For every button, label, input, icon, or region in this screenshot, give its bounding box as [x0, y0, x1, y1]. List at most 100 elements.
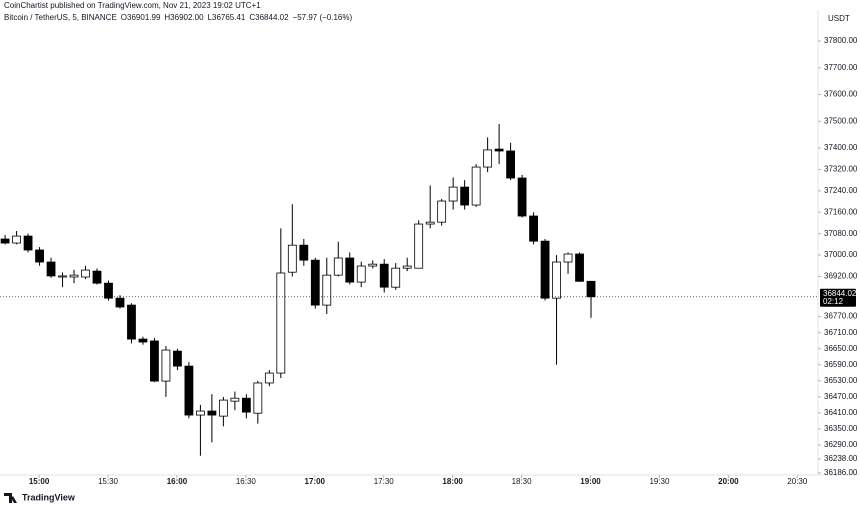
y-tick-label: 36470.00: [824, 392, 858, 401]
candle-body: [310, 259, 320, 306]
ohlc-value: L36765.41: [208, 13, 246, 22]
candle-body: [230, 397, 240, 402]
symbol: Bitcoin / TetherUS, 5, BINANCE: [4, 13, 117, 22]
candle-body: [196, 410, 205, 416]
candle-body: [138, 338, 148, 343]
candle-body: [253, 382, 263, 414]
x-tick-label: 17:00: [305, 477, 326, 486]
y-tick-label: 36186.00: [824, 468, 858, 477]
candle-body: [575, 253, 584, 282]
x-tick-label: 15:30: [98, 477, 119, 486]
candle-body: [104, 282, 113, 299]
candle-body: [414, 223, 424, 269]
candle-body: [81, 269, 90, 278]
candle-body: [218, 399, 228, 417]
y-tick-label: 36238.00: [824, 454, 858, 463]
y-tick-label: 37000.00: [824, 250, 858, 259]
brand-logo[interactable]: [4, 493, 17, 503]
y-tick-label: 37500.00: [824, 116, 858, 125]
candle-body: [276, 272, 286, 374]
candle-body: [184, 365, 194, 416]
x-tick-label: 20:30: [787, 477, 808, 486]
candle-body: [506, 150, 516, 179]
candle-body: [241, 397, 251, 413]
last-price-label: 36844.02: [823, 289, 857, 298]
x-tick-label: 20:00: [718, 477, 739, 486]
candle-body: [529, 215, 538, 242]
candle-body: [437, 200, 447, 223]
candle-body: [425, 221, 435, 225]
y-tick-label: 36650.00: [824, 344, 858, 353]
candle-body: [92, 270, 102, 284]
candle-body: [471, 166, 481, 206]
publisher-note: CoinChartist published on TradingView.co…: [4, 1, 261, 10]
y-tick-label: 36290.00: [824, 440, 858, 449]
candle-body: [552, 261, 561, 299]
y-tick-label: 37400.00: [824, 143, 858, 152]
x-tick-label: 16:00: [167, 477, 188, 486]
y-tick-label: 36410.00: [824, 408, 858, 417]
ohlc-value: −57.97 (−0.16%): [293, 13, 353, 22]
candle-body: [379, 263, 389, 288]
y-tick-label: 36590.00: [824, 360, 858, 369]
candle-body: [161, 349, 171, 382]
candle-body: [150, 340, 159, 382]
x-tick-label: 17:30: [374, 477, 395, 486]
x-tick-label: 18:30: [512, 477, 533, 486]
brand[interactable]: TradingView: [4, 492, 76, 503]
y-tick-label: 37160.00: [824, 207, 858, 216]
x-tick-label: 18:00: [442, 477, 463, 486]
symbol-line: Bitcoin / TetherUS, 5, BINANCE O36901.99 H…: [4, 13, 352, 22]
candle-body: [448, 186, 458, 202]
ohlc-value: C36844.02: [249, 13, 289, 22]
symbol-header: Bitcoin / TetherUS, 5, BINANCE O36901.99 H…: [4, 13, 352, 22]
x-tick-label: 19:30: [649, 477, 670, 486]
candle-body: [127, 304, 136, 340]
y-tick-label: 37700.00: [824, 63, 858, 72]
candle-body: [460, 186, 470, 206]
y-tick-label: 37800.00: [824, 36, 858, 45]
y-tick-label: 36710.00: [824, 328, 858, 337]
last-price-tag: [820, 288, 856, 307]
candle-body: [540, 240, 550, 299]
candle-body: [345, 257, 355, 283]
candle-body: [173, 350, 182, 367]
y-tick-label: 36920.00: [824, 272, 858, 281]
candle-body: [368, 263, 378, 267]
candle-body: [322, 274, 332, 306]
candle-body: [58, 275, 67, 278]
y-unit: USDT: [828, 14, 850, 23]
candle-body: [35, 249, 44, 263]
candle-body: [563, 253, 573, 263]
candle-body: [0, 238, 10, 244]
y-tick-label: 36350.00: [824, 424, 858, 433]
candle-body: [23, 235, 33, 251]
y-tick-label: 37080.00: [824, 229, 858, 238]
candle-body: [483, 149, 493, 168]
candle-body: [494, 148, 504, 152]
x-tick-label: 15:00: [29, 477, 50, 486]
ohlc-value: H36902.00: [164, 13, 204, 22]
y-tick-label: 37600.00: [824, 90, 858, 99]
candle-body: [391, 267, 401, 288]
countdown-label: 02:12: [823, 297, 844, 306]
x-tick-label: 19:00: [580, 477, 601, 486]
candle-body: [12, 235, 21, 244]
candle-body: [264, 372, 274, 384]
candle-body: [402, 265, 412, 269]
y-tick-label: 37320.00: [824, 165, 858, 174]
candle-body: [115, 297, 125, 308]
candle-body: [299, 244, 309, 261]
candle-body: [586, 280, 596, 298]
candle-body: [333, 257, 343, 276]
ohlc-value: O36901.99: [121, 13, 161, 22]
y-tick-label: 36530.00: [824, 376, 858, 385]
brand-name[interactable]: TradingView: [22, 492, 76, 502]
candle-body: [356, 265, 366, 283]
y-tick-label: 37240.00: [824, 186, 858, 195]
y-tick-label: 36770.00: [824, 312, 858, 321]
candle-body: [46, 261, 56, 277]
candle-body: [207, 410, 217, 416]
candle-body: [69, 274, 79, 278]
